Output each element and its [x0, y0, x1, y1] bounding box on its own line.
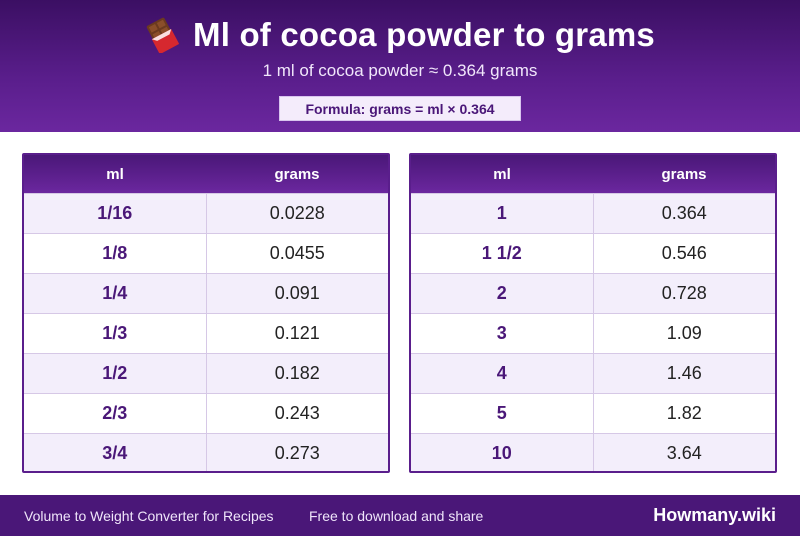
ml-cell: 4 [411, 354, 594, 393]
subtitle: 1 ml of cocoa powder ≈ 0.364 grams [262, 61, 538, 80]
grams-cell: 0.121 [274, 323, 320, 343]
footer-bar: Volume to Weight Converter for Recipes F… [0, 495, 800, 536]
grams-cell: 3.64 [666, 443, 702, 463]
table-row: 1/4 0.091 [24, 273, 388, 313]
ml-cell: 1 1/2 [411, 234, 594, 273]
table-row: 2 0.728 [411, 273, 775, 313]
table-row: 1 1/2 0.546 [411, 233, 775, 273]
column-header-grams: grams [274, 165, 320, 183]
grams-cell: 0.273 [274, 443, 320, 463]
ml-cell: 1/2 [24, 354, 207, 393]
formula-badge: Formula: grams = ml × 0.364 [279, 96, 521, 121]
grams-cell: 0.364 [661, 203, 707, 223]
table-body: 1/16 0.0228 1/8 0.0455 1/4 0.091 1/3 0.121 1… [24, 193, 388, 471]
grams-cell: 0.0228 [269, 203, 325, 223]
grams-cell: 1.46 [666, 363, 702, 383]
title-row: Ml of cocoa powder to grams [0, 13, 800, 57]
footer-converter-label: Volume to Weight Converter for Recipes [24, 507, 274, 524]
ml-cell: 1/4 [24, 274, 207, 313]
table-row: 2/3 0.243 [24, 393, 388, 433]
ml-cell: 2 [411, 274, 594, 313]
grams-cell: 0.182 [274, 363, 320, 383]
ml-cell: 1/3 [24, 314, 207, 353]
conversion-table-left: ml grams 1/16 0.0228 1/8 0.0455 1/4 0.091 1… [22, 153, 390, 473]
ml-cell: 2/3 [24, 394, 207, 433]
chocolate-bar-icon [146, 17, 179, 53]
table-row: 1/2 0.182 [24, 353, 388, 393]
table-row: 1/3 0.121 [24, 313, 388, 353]
ml-cell: 10 [411, 434, 594, 471]
table-header: ml grams [411, 155, 775, 193]
grams-cell: 0.546 [661, 243, 707, 263]
column-header-grams: grams [661, 165, 707, 183]
ml-cell: 3 [411, 314, 594, 353]
table-row: 1 0.364 [411, 193, 775, 233]
ml-cell: 3/4 [24, 434, 207, 471]
grams-cell: 0.243 [274, 403, 320, 423]
table-header: ml grams [24, 155, 388, 193]
column-header-ml: ml [493, 165, 511, 183]
grams-cell: 0.0455 [269, 243, 325, 263]
table-row: 1/8 0.0455 [24, 233, 388, 273]
grams-cell: 1.09 [666, 323, 702, 343]
ml-cell: 1/16 [24, 194, 207, 233]
brand-logo-text[interactable]: Howmany.wiki [653, 505, 776, 525]
ml-cell: 1/8 [24, 234, 207, 273]
grams-cell: 0.091 [274, 283, 320, 303]
column-header-ml: ml [106, 165, 124, 183]
ml-cell: 1 [411, 194, 594, 233]
conversion-table-right: ml grams 1 0.364 1 1/2 0.546 2 0.728 3 1.09 … [409, 153, 777, 473]
table-row: 5 1.82 [411, 393, 775, 433]
footer-share-note: Free to download and share [309, 507, 484, 524]
table-row: 10 3.64 [411, 433, 775, 471]
table-row: 4 1.46 [411, 353, 775, 393]
grams-cell: 1.82 [666, 403, 702, 423]
table-body: 1 0.364 1 1/2 0.546 2 0.728 3 1.09 4 1.46 5 1.… [411, 193, 775, 471]
grams-cell: 0.728 [661, 283, 707, 303]
page-title: Ml of cocoa powder to grams [193, 16, 655, 53]
table-row: 1/16 0.0228 [24, 193, 388, 233]
table-row: 3 1.09 [411, 313, 775, 353]
ml-cell: 5 [411, 394, 594, 433]
header-banner: Ml of cocoa powder to grams 1 ml of coco… [0, 0, 800, 132]
table-row: 3/4 0.273 [24, 433, 388, 471]
